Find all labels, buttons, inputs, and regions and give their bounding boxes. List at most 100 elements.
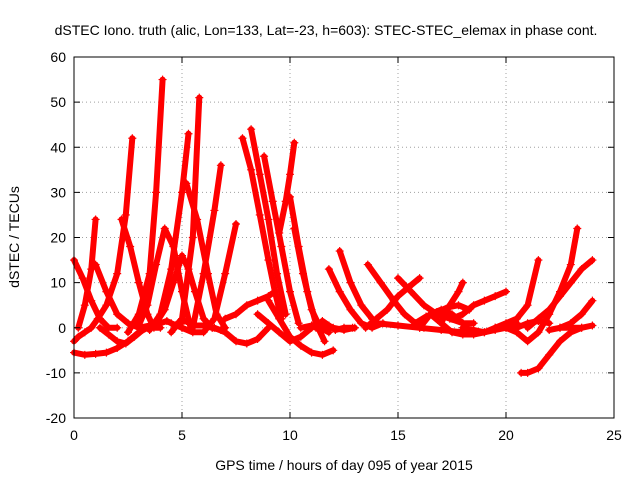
data-point [394, 321, 402, 330]
data-point [91, 215, 100, 224]
data-point [566, 260, 575, 269]
data-point [80, 301, 89, 310]
y-tick-label: 10 [50, 275, 66, 291]
data-point [113, 310, 122, 319]
data-point [255, 210, 264, 219]
data-point [104, 330, 113, 339]
data-series [70, 75, 597, 377]
data-point [335, 287, 344, 296]
data-point [167, 328, 176, 337]
data-point [448, 314, 456, 323]
data-point [113, 337, 122, 346]
data-point [566, 323, 575, 332]
y-tick-label: -10 [46, 365, 66, 381]
data-point [491, 323, 500, 332]
series-17 [247, 125, 290, 319]
data-point [184, 129, 193, 138]
series-19 [275, 138, 299, 237]
axis-ticks: 0 5 10 15 20 25 -20 -10 0 10 20 30 40 50 60 [46, 49, 622, 443]
data-point [458, 330, 467, 339]
data-point [318, 316, 327, 325]
data-point [469, 326, 478, 335]
data-point [238, 134, 247, 143]
data-point [117, 215, 126, 224]
data-point [406, 287, 415, 296]
data-point [134, 278, 143, 287]
x-axis-label: GPS time / hours of day 095 of year 2015 [215, 457, 473, 473]
data-point [91, 260, 100, 269]
data-point [286, 170, 294, 179]
data-point [534, 256, 543, 265]
series-line [189, 162, 224, 331]
y-tick-label: 0 [58, 320, 66, 336]
data-point [281, 310, 290, 319]
series-45 [512, 316, 554, 332]
data-point [273, 269, 282, 278]
data-point [363, 260, 372, 269]
data-point [210, 323, 219, 332]
data-point [242, 339, 251, 348]
data-point [577, 323, 586, 332]
data-point [182, 316, 191, 325]
x-tick-label: 25 [606, 427, 622, 443]
data-point [566, 278, 575, 287]
data-point [329, 346, 338, 355]
data-point [290, 138, 299, 147]
data-point [124, 328, 132, 337]
data-point [324, 265, 333, 274]
data-point [199, 269, 208, 278]
series-line [336, 248, 376, 322]
data-point [232, 219, 240, 228]
data-point [491, 292, 500, 301]
x-tick-label: 15 [390, 427, 406, 443]
data-point [121, 210, 130, 219]
data-point [469, 319, 478, 328]
data-point [264, 215, 273, 224]
data-point [588, 256, 597, 265]
data-point [160, 224, 169, 233]
data-point [411, 319, 420, 328]
data-point [152, 188, 161, 197]
data-point [346, 305, 355, 314]
data-point [264, 256, 273, 265]
data-point [286, 192, 294, 201]
series-line [276, 139, 298, 236]
series-27 [311, 316, 357, 335]
data-point [556, 337, 564, 346]
data-point [173, 319, 182, 328]
data-point [95, 314, 104, 323]
data-point [415, 323, 424, 332]
data-point [588, 321, 597, 330]
series-40 [491, 256, 543, 332]
data-point [260, 152, 269, 161]
data-point [188, 328, 197, 337]
data-point [253, 296, 262, 305]
data-point [545, 319, 554, 328]
data-point [156, 323, 165, 332]
series-23 [221, 287, 279, 323]
series-line [325, 266, 386, 331]
chart-title: dSTEC Iono. truth (alic, Lon=133, Lat=-2… [55, 22, 598, 38]
data-point [340, 323, 348, 332]
data-point [298, 269, 307, 278]
y-tick-label: 60 [50, 49, 66, 65]
data-point [199, 328, 208, 337]
data-point [80, 328, 89, 337]
data-point [458, 278, 467, 287]
data-point [324, 328, 333, 337]
data-point [523, 319, 532, 328]
data-point [419, 301, 428, 310]
data-point [512, 314, 521, 323]
data-point [394, 274, 402, 283]
data-point [400, 310, 409, 319]
data-point [307, 348, 316, 357]
series-7 [124, 75, 167, 337]
data-point [286, 337, 294, 346]
data-point [162, 316, 171, 325]
data-point [458, 323, 467, 332]
series-line [222, 288, 278, 322]
data-point [512, 323, 521, 332]
data-point [357, 301, 366, 310]
